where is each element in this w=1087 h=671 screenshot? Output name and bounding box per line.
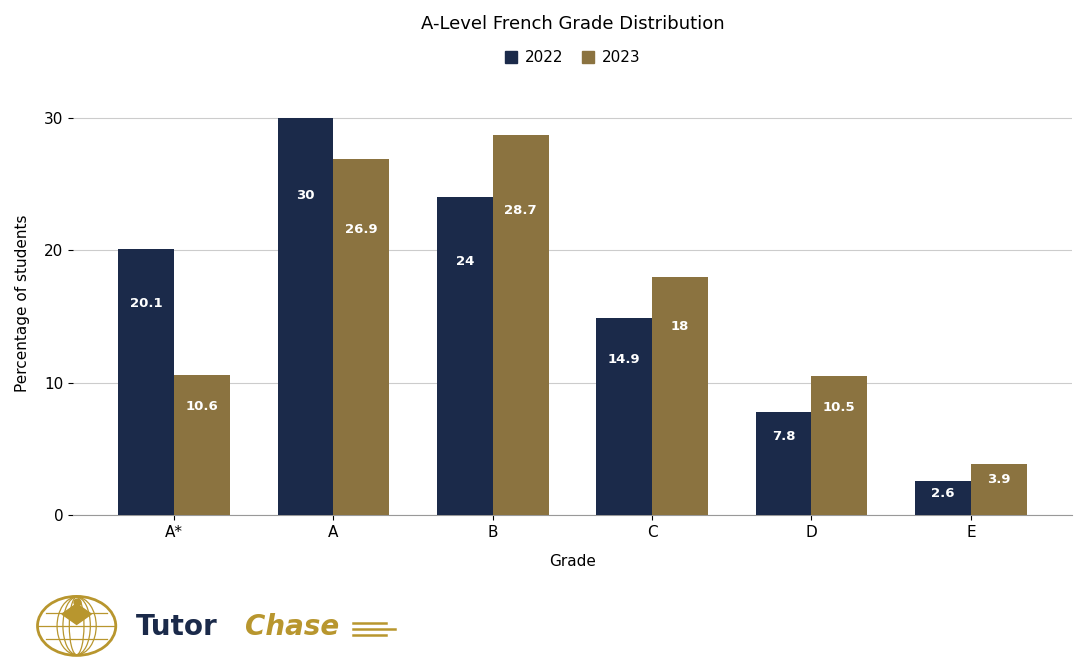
- Text: Tutor: Tutor: [136, 613, 217, 641]
- Text: 28.7: 28.7: [504, 203, 537, 217]
- Text: 7.8: 7.8: [772, 431, 796, 444]
- Text: 3.9: 3.9: [987, 473, 1011, 486]
- Bar: [174, 375, 230, 515]
- Bar: [334, 159, 389, 515]
- Bar: [492, 135, 549, 515]
- Title: A-Level French Grade Distribution: A-Level French Grade Distribution: [421, 15, 724, 33]
- Bar: [755, 412, 812, 515]
- Bar: [971, 464, 1026, 515]
- Text: 14.9: 14.9: [608, 354, 640, 366]
- Text: 20.1: 20.1: [130, 297, 163, 310]
- Bar: [597, 318, 652, 515]
- X-axis label: Grade: Grade: [549, 554, 596, 569]
- Bar: [915, 480, 971, 515]
- Bar: [812, 376, 867, 515]
- Legend: 2022, 2023: 2022, 2023: [499, 44, 646, 71]
- Text: 18: 18: [671, 320, 689, 333]
- Bar: [118, 249, 174, 515]
- Polygon shape: [62, 604, 91, 625]
- Bar: [652, 277, 708, 515]
- Text: 30: 30: [297, 189, 315, 203]
- Text: 10.6: 10.6: [186, 400, 218, 413]
- Bar: [277, 118, 334, 515]
- Text: 2.6: 2.6: [932, 487, 954, 500]
- Bar: [437, 197, 492, 515]
- Text: Chase: Chase: [245, 613, 339, 641]
- Text: 24: 24: [455, 254, 474, 268]
- Text: 10.5: 10.5: [823, 401, 855, 414]
- Text: 26.9: 26.9: [345, 223, 377, 236]
- Y-axis label: Percentage of students: Percentage of students: [15, 215, 30, 392]
